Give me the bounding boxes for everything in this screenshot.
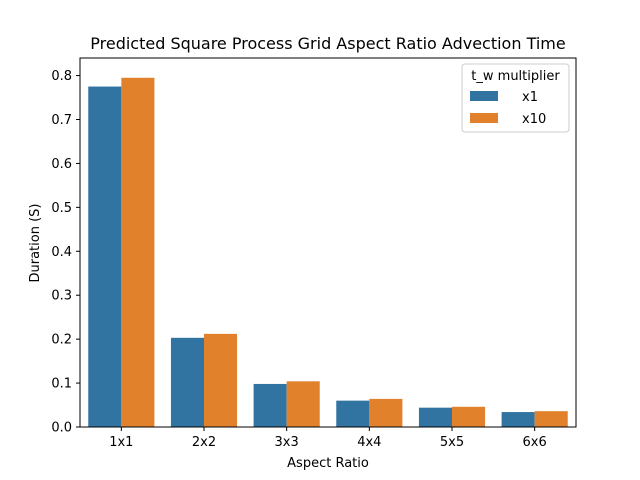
legend-swatch-x1 [470,91,498,101]
bars-group [88,77,568,428]
x-tick-label: 2x2 [192,435,216,450]
y-tick-label: 0.2 [51,333,72,348]
plot-area-frame [79,57,577,428]
bar-x1-3x3 [253,383,287,427]
x-tick-label: 4x4 [357,435,381,450]
legend-swatch-x10 [470,113,498,123]
y-tick-label: 0.4 [51,245,72,260]
x-axis-label: Aspect Ratio [287,456,369,471]
y-axis: 0.0 0.1 0.2 0.3 0.4 0.5 0.6 0.7 0.8 [51,69,80,436]
legend-title: t_w multiplier [471,69,560,84]
x-tick-label: 1x1 [109,435,133,450]
bar-x10-5x5 [452,406,486,427]
legend-label-x1: x1 [522,90,538,105]
x-tick-label: 3x3 [275,435,299,450]
y-tick-label: 0.0 [51,421,72,436]
bar-x1-2x2 [170,337,204,427]
y-tick-label: 0.6 [51,157,72,172]
y-axis-label: Duration (S) [28,204,43,283]
y-tick-label: 0.8 [51,69,72,84]
bar-x10-1x1 [121,77,155,428]
bar-x1-5x5 [418,407,452,427]
x-axis: 1x1 2x2 3x3 4x4 5x5 6x6 [109,427,547,450]
chart-title: Predicted Square Process Grid Aspect Rat… [90,34,565,53]
x-tick-label: 5x5 [440,435,464,450]
bar-x1-1x1 [88,86,122,427]
bar-x1-6x6 [501,412,535,427]
y-tick-label: 0.1 [51,377,72,392]
bar-x10-3x3 [286,381,320,427]
bar-x10-2x2 [204,333,238,427]
legend: t_w multiplier x1 x10 [461,63,570,133]
bar-x10-4x4 [369,398,403,427]
x-tick-label: 6x6 [523,435,547,450]
y-tick-label: 0.5 [51,201,72,216]
y-tick-label: 0.7 [51,113,72,128]
bar-x10-6x6 [534,411,568,427]
legend-label-x10: x10 [522,112,546,127]
bar-x1-4x4 [336,400,370,427]
y-tick-label: 0.3 [51,289,72,304]
